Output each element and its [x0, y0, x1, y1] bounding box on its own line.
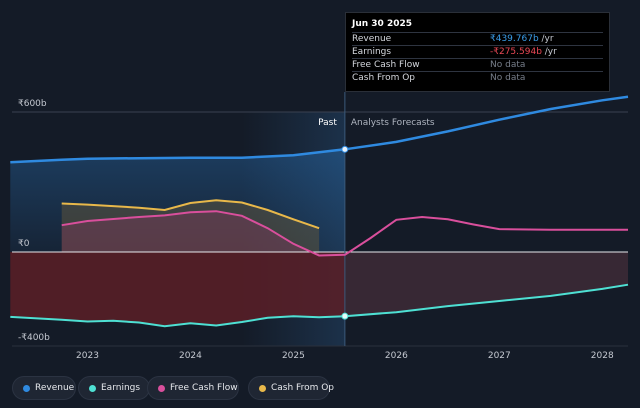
y-tick-label: ₹0 [18, 239, 30, 249]
legend-label: Revenue [35, 383, 75, 393]
legend-item-free-cash-flow[interactable]: Free Cash Flow [147, 376, 239, 400]
free-cash-flow-line [61, 210, 628, 257]
tooltip-date: Jun 30 2025 [352, 19, 413, 29]
legend-dot [89, 385, 96, 392]
tooltip-row-earnings: Earnings -₹275.594b /yr [352, 45, 603, 59]
tooltip-unit: /yr [541, 47, 557, 57]
tooltip-label: Free Cash Flow [352, 60, 420, 70]
legend-dot [158, 385, 165, 392]
x-tick-label: 2027 [488, 351, 511, 361]
y-tick-label: ₹600b [18, 99, 47, 109]
legend-label: Cash From Op [271, 383, 335, 393]
forecast-label: Analysts Forecasts [351, 118, 435, 128]
x-tick-label: 2025 [282, 351, 305, 361]
legend-item-revenue[interactable]: Revenue [12, 376, 76, 400]
revenue-point [341, 145, 349, 153]
earnings-point [341, 312, 349, 320]
tooltip: Jun 30 2025 Revenue ₹439.767b /yr Earnin… [345, 12, 610, 92]
past-label: Past [318, 118, 337, 128]
x-tick-label: 2026 [385, 351, 408, 361]
earnings-area [10, 252, 345, 327]
revenue-line [10, 95, 629, 164]
tooltip-label: Revenue [352, 34, 392, 44]
tooltip-row-free-cash-flow: Free Cash Flow No data [352, 58, 603, 72]
tooltip-label: Cash From Op [352, 73, 416, 83]
y-tick-label: -₹400b [18, 333, 50, 343]
legend-label: Free Cash Flow [170, 383, 238, 393]
tooltip-value: No data [490, 73, 526, 83]
cash-from-op-line [61, 199, 320, 230]
revenue-area [10, 149, 345, 252]
x-tick-label: 2028 [591, 351, 614, 361]
earnings-line [10, 283, 629, 328]
tooltip-label: Earnings [352, 47, 392, 57]
legend-item-cash-from-op[interactable]: Cash From Op [248, 376, 334, 400]
x-tick-label: 2024 [179, 351, 202, 361]
tooltip-value: ₹439.767b [490, 34, 539, 44]
x-tick-label: 2023 [76, 351, 99, 361]
tooltip-row-revenue: Revenue ₹439.767b /yr [352, 32, 603, 46]
tooltip-unit: /yr [538, 34, 554, 44]
cash-from-op-area [61, 200, 320, 252]
earnings-forecast-area [344, 252, 628, 317]
legend-item-earnings[interactable]: Earnings [78, 376, 150, 400]
legend-dot [259, 385, 266, 392]
tooltip-value: No data [490, 60, 526, 70]
legend-dot [23, 385, 30, 392]
tooltip-row-cash-from-op: Cash From Op No data [352, 71, 603, 85]
legend-label: Earnings [101, 383, 141, 393]
tooltip-value: -₹275.594b [490, 47, 542, 57]
